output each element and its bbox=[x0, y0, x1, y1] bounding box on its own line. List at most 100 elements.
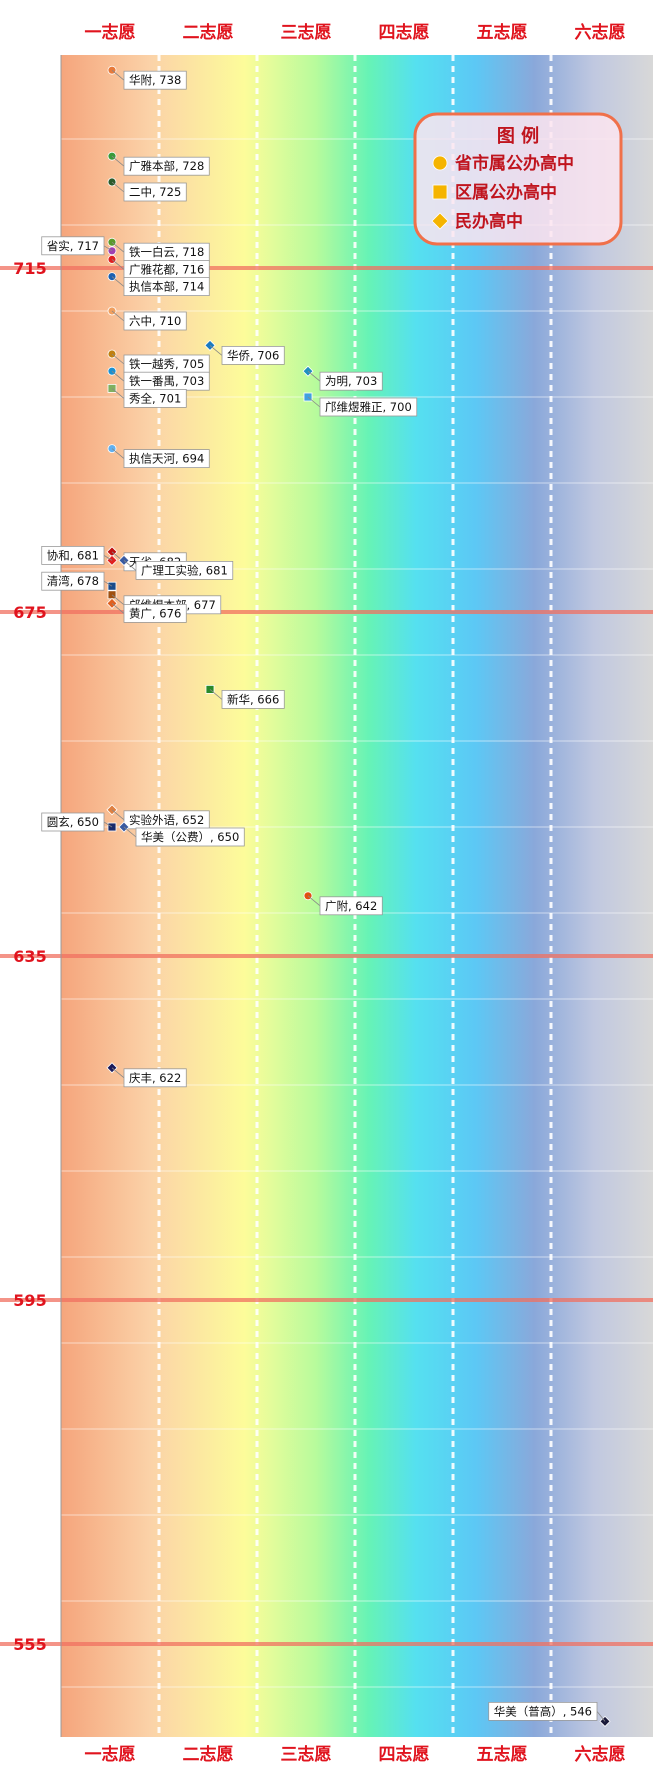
point-label: 黄广, 676 bbox=[129, 606, 181, 620]
label-box bbox=[41, 546, 105, 565]
legend-marker-diamond bbox=[431, 212, 449, 230]
point-label: 邝维煜雅正, 700 bbox=[325, 400, 412, 414]
leader-line bbox=[111, 603, 125, 614]
top-column-headers: 一志愿 二志愿 三志愿 四志愿 五志愿 六志愿 bbox=[85, 22, 626, 43]
point-label: 六中, 710 bbox=[129, 314, 181, 328]
leader-line bbox=[123, 560, 137, 571]
data-point: 黄广, 676 bbox=[106, 597, 187, 623]
school-points: 华附, 738 广雅本部, 728 二中, 725 铁一白云, 718 省实, 717 广… bbox=[41, 65, 611, 1727]
point-label: 广附, 642 bbox=[325, 899, 377, 913]
data-point: 铁一越秀, 705 bbox=[107, 349, 210, 374]
data-point: 华美（普高）, 546 bbox=[488, 1702, 611, 1727]
data-point: 华侨, 706 bbox=[204, 339, 285, 365]
y-tick-label: 675 bbox=[13, 603, 46, 622]
point-label: 华美（普高）, 546 bbox=[494, 1704, 592, 1718]
column-header-bottom: 四志愿 bbox=[379, 1744, 430, 1765]
legend-marker-square bbox=[432, 184, 448, 200]
data-point: 广雅本部, 728 bbox=[107, 151, 210, 176]
point-label: 秀全, 701 bbox=[129, 391, 181, 405]
label-box bbox=[123, 388, 187, 408]
point-label: 广理工实验, 681 bbox=[141, 563, 228, 577]
leader-line bbox=[111, 276, 125, 287]
label-box bbox=[221, 345, 285, 365]
point-label: 铁一白云, 718 bbox=[129, 245, 204, 259]
column-header-bottom: 六志愿 bbox=[575, 1744, 626, 1765]
legend-marker-circle bbox=[432, 155, 448, 171]
label-box bbox=[41, 571, 105, 591]
leader-line bbox=[111, 370, 125, 382]
leader-line bbox=[111, 181, 125, 193]
leader-line bbox=[123, 826, 137, 838]
point-label: 广雅本部, 728 bbox=[129, 159, 204, 173]
column-header-top: 四志愿 bbox=[379, 22, 430, 43]
point-label: 广雅花都, 716 bbox=[129, 262, 204, 276]
data-point: 为明, 703 bbox=[302, 365, 383, 391]
data-point: 庆丰, 622 bbox=[106, 1062, 187, 1088]
column-header-top: 一志愿 bbox=[85, 22, 136, 43]
data-point: 省实, 717 bbox=[41, 236, 117, 256]
data-point: 执信天河, 694 bbox=[107, 444, 210, 469]
leader-line bbox=[111, 388, 125, 399]
legend-label: 区属公办高中 bbox=[455, 182, 557, 203]
data-point: 邝维煜雅正, 700 bbox=[303, 392, 418, 417]
legend-title: 图 例 bbox=[497, 125, 539, 147]
point-label: 庆丰, 622 bbox=[129, 1071, 181, 1085]
label-box bbox=[41, 812, 105, 832]
data-point: 广附, 642 bbox=[303, 891, 383, 916]
leader-line bbox=[111, 69, 125, 81]
point-label: 华附, 738 bbox=[129, 73, 181, 87]
point-label: 新华, 666 bbox=[227, 692, 279, 706]
leader-line bbox=[111, 155, 125, 167]
label-box bbox=[123, 449, 210, 469]
data-point: 广雅花都, 716 bbox=[107, 254, 210, 279]
label-box bbox=[123, 604, 187, 623]
leader-line bbox=[307, 895, 321, 907]
leader-line bbox=[307, 396, 321, 408]
leader-line bbox=[111, 1067, 125, 1079]
point-label: 铁一越秀, 705 bbox=[129, 357, 204, 371]
point-label: 为明, 703 bbox=[325, 374, 377, 388]
label-box bbox=[221, 690, 285, 709]
data-point: 实验外语, 652 bbox=[106, 804, 210, 830]
leader-line bbox=[209, 689, 223, 700]
leader-line bbox=[209, 345, 223, 356]
leader-line bbox=[103, 245, 113, 252]
column-header-bottom: 五志愿 bbox=[477, 1744, 528, 1765]
plot-background bbox=[61, 55, 653, 1737]
label-box bbox=[123, 1068, 187, 1088]
data-point: 广理工实验, 681 bbox=[118, 554, 234, 580]
point-label: 圆玄, 650 bbox=[47, 815, 99, 829]
label-box bbox=[488, 1702, 598, 1721]
data-point: 六中, 710 bbox=[107, 306, 187, 331]
column-header-bottom: 二志愿 bbox=[183, 1744, 234, 1765]
column-header-top: 二志愿 bbox=[183, 22, 234, 43]
point-label: 协和, 681 bbox=[47, 548, 99, 562]
label-box bbox=[123, 311, 187, 331]
label-box bbox=[123, 277, 210, 297]
column-header-bottom: 三志愿 bbox=[281, 1744, 332, 1765]
leader-line bbox=[596, 1711, 606, 1722]
y-tick-label: 555 bbox=[13, 1635, 46, 1654]
label-box bbox=[123, 70, 187, 90]
leader-line bbox=[307, 370, 321, 382]
y-tick-label: 595 bbox=[13, 1291, 46, 1310]
column-header-bottom: 一志愿 bbox=[85, 1744, 136, 1765]
label-box bbox=[319, 397, 418, 417]
point-label: 执信本部, 714 bbox=[129, 280, 204, 294]
column-header-top: 五志愿 bbox=[477, 22, 528, 43]
leader-line bbox=[111, 241, 125, 253]
data-point: 二中, 725 bbox=[107, 177, 187, 202]
data-point: 铁一白云, 718 bbox=[107, 237, 210, 262]
point-label: 铁一番禺, 703 bbox=[129, 374, 204, 388]
column-header-top: 六志愿 bbox=[575, 22, 626, 43]
label-box bbox=[41, 236, 105, 256]
data-point: 圆玄, 650 bbox=[41, 812, 117, 832]
label-box bbox=[319, 896, 383, 916]
label-box bbox=[319, 371, 383, 391]
leader-line bbox=[103, 555, 113, 561]
bottom-column-headers: 一志愿 二志愿 三志愿 四志愿 五志愿 六志愿 bbox=[85, 1744, 626, 1765]
label-box bbox=[135, 561, 234, 580]
leader-line bbox=[111, 259, 125, 270]
leader-line bbox=[111, 809, 125, 821]
